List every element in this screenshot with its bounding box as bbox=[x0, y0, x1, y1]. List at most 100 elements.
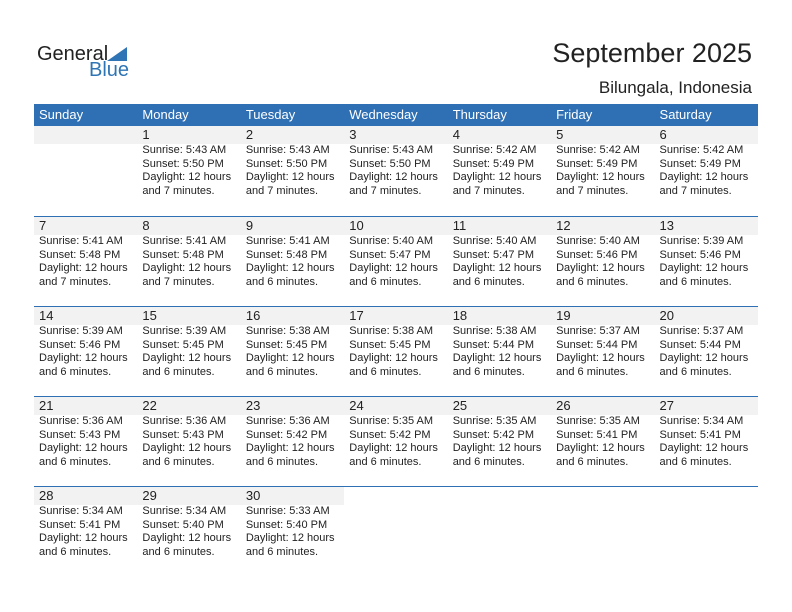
weekday-tuesday: Tuesday bbox=[245, 107, 296, 122]
daylight-text: Daylight: 12 hours bbox=[659, 442, 749, 454]
day-number: 2 bbox=[245, 127, 254, 142]
daylight-text: Daylight: 12 hours bbox=[39, 262, 128, 274]
sunset-text: Sunset: 5:49 PM bbox=[452, 157, 535, 170]
sunset-text: Sunset: 5:50 PM bbox=[245, 157, 328, 170]
sunset-text: Sunset: 5:45 PM bbox=[245, 338, 328, 351]
day-cell: 9 Sunrise: 5:41 AM Sunset: 5:48 PM Daylight… bbox=[241, 217, 344, 306]
day-cell: 5 Sunrise: 5:42 AM Sunset: 5:49 PM Daylight… bbox=[551, 126, 654, 216]
daylight-minutes-text: and 7 minutes. bbox=[556, 184, 629, 197]
day-cell: 6 Sunrise: 5:42 AM Sunset: 5:49 PM Daylight… bbox=[655, 126, 758, 216]
daylight-text: Daylight: 12 hours bbox=[142, 442, 232, 454]
daylight-minutes-text: and 6 minutes. bbox=[142, 365, 215, 378]
sunrise-text: Sunrise: 5:35 AM bbox=[556, 415, 640, 427]
sunrise-text: Sunrise: 5:36 AM bbox=[142, 415, 227, 427]
logo-blue-text: Blue bbox=[89, 59, 130, 81]
date-bar bbox=[34, 397, 758, 415]
sunset-text: Sunset: 5:47 PM bbox=[452, 248, 535, 261]
sunrise-text: Sunrise: 5:43 AM bbox=[245, 144, 330, 156]
daylight-minutes-text: and 6 minutes. bbox=[659, 275, 732, 288]
day-number: 16 bbox=[245, 308, 261, 323]
day-number: 9 bbox=[245, 218, 254, 233]
daylight-minutes-text: and 6 minutes. bbox=[659, 455, 732, 468]
sunset-text: Sunset: 5:40 PM bbox=[142, 518, 224, 531]
daylight-minutes-text: and 7 minutes. bbox=[39, 275, 112, 288]
daylight-minutes-text: and 7 minutes. bbox=[452, 184, 525, 197]
day-cell: 3 Sunrise: 5:43 AM Sunset: 5:50 PM Daylight… bbox=[344, 126, 447, 216]
day-number: 15 bbox=[142, 308, 157, 323]
daylight-text: Daylight: 12 hours bbox=[452, 442, 542, 454]
sunrise-text: Sunrise: 5:40 AM bbox=[452, 235, 537, 247]
day-number: 23 bbox=[245, 398, 261, 413]
empty-cell bbox=[34, 126, 137, 216]
day-cell: 20 Sunrise: 5:37 AM Sunset: 5:44 PM Dayligh… bbox=[655, 307, 758, 396]
week-row: 28 Sunrise: 5:34 AM Sunset: 5:41 PM Dayligh… bbox=[34, 486, 758, 576]
day-number: 10 bbox=[349, 218, 364, 233]
sunset-text: Sunset: 5:41 PM bbox=[659, 428, 741, 441]
daylight-text: Daylight: 12 hours bbox=[556, 171, 645, 183]
daylight-text: Daylight: 12 hours bbox=[659, 352, 749, 364]
daylight-minutes-text: and 6 minutes. bbox=[245, 275, 318, 288]
sunset-text: Sunset: 5:45 PM bbox=[349, 338, 431, 351]
date-bar bbox=[34, 126, 758, 144]
location: Bilungala, Indonesia bbox=[598, 78, 752, 97]
sunrise-text: Sunrise: 5:38 AM bbox=[245, 325, 330, 337]
empty-cell bbox=[448, 487, 551, 576]
daylight-text: Daylight: 12 hours bbox=[556, 442, 645, 454]
sunrise-text: Sunrise: 5:39 AM bbox=[659, 235, 744, 247]
daylight-minutes-text: and 6 minutes. bbox=[245, 545, 318, 558]
weekday-sunday: Sunday bbox=[39, 107, 84, 122]
sunset-text: Sunset: 5:49 PM bbox=[556, 157, 638, 170]
daylight-text: Daylight: 12 hours bbox=[349, 352, 438, 364]
day-number: 12 bbox=[556, 218, 571, 233]
day-number: 18 bbox=[452, 308, 468, 323]
day-number: 11 bbox=[452, 218, 467, 233]
daylight-minutes-text: and 6 minutes. bbox=[452, 455, 525, 468]
sunset-text: Sunset: 5:41 PM bbox=[39, 518, 121, 531]
day-cell: 25 Sunrise: 5:35 AM Sunset: 5:42 PM Dayligh… bbox=[448, 397, 551, 486]
day-cell: 13 Sunrise: 5:39 AM Sunset: 5:46 PM Dayligh… bbox=[655, 217, 758, 306]
day-cell: 4 Sunrise: 5:42 AM Sunset: 5:49 PM Daylight… bbox=[448, 126, 551, 216]
day-number: 6 bbox=[659, 127, 667, 142]
weekday-friday: Friday bbox=[556, 107, 593, 122]
sunrise-text: Sunrise: 5:41 AM bbox=[142, 235, 227, 247]
sunset-text: Sunset: 5:48 PM bbox=[142, 248, 224, 261]
sunrise-text: Sunrise: 5:42 AM bbox=[556, 144, 640, 156]
day-number: 27 bbox=[659, 398, 674, 413]
day-number: 1 bbox=[142, 127, 150, 142]
daylight-text: Daylight: 12 hours bbox=[39, 352, 128, 364]
day-number: 21 bbox=[39, 398, 54, 413]
sunset-text: Sunset: 5:45 PM bbox=[142, 338, 224, 351]
day-number: 3 bbox=[349, 127, 357, 142]
sunset-text: Sunset: 5:44 PM bbox=[452, 338, 535, 351]
day-cell: 11 Sunrise: 5:40 AM Sunset: 5:47 PM Dayligh… bbox=[448, 217, 551, 306]
daylight-minutes-text: and 6 minutes. bbox=[39, 455, 112, 468]
day-cell: 26 Sunrise: 5:35 AM Sunset: 5:41 PM Dayligh… bbox=[551, 397, 654, 486]
sunrise-text: Sunrise: 5:36 AM bbox=[245, 415, 330, 427]
day-cell: 12 Sunrise: 5:40 AM Sunset: 5:46 PM Dayligh… bbox=[551, 217, 654, 306]
sunrise-text: Sunrise: 5:42 AM bbox=[659, 144, 744, 156]
day-number: 26 bbox=[556, 398, 571, 413]
daylight-text: Daylight: 12 hours bbox=[142, 352, 232, 364]
sunrise-text: Sunrise: 5:43 AM bbox=[142, 144, 227, 156]
day-number: 30 bbox=[245, 488, 261, 503]
day-cell: 7 Sunrise: 5:41 AM Sunset: 5:48 PM Daylight… bbox=[34, 217, 137, 306]
sunset-text: Sunset: 5:46 PM bbox=[556, 248, 638, 261]
sunset-text: Sunset: 5:40 PM bbox=[245, 518, 328, 531]
sunrise-text: Sunrise: 5:39 AM bbox=[142, 325, 227, 337]
daylight-minutes-text: and 6 minutes. bbox=[452, 365, 525, 378]
day-cell: 17 Sunrise: 5:38 AM Sunset: 5:45 PM Dayligh… bbox=[344, 307, 447, 396]
daylight-text: Daylight: 12 hours bbox=[556, 262, 645, 274]
daylight-minutes-text: and 6 minutes. bbox=[659, 365, 732, 378]
day-number: 14 bbox=[39, 308, 54, 323]
sunrise-text: Sunrise: 5:42 AM bbox=[452, 144, 537, 156]
day-cell: 2 Sunrise: 5:43 AM Sunset: 5:50 PM Daylight… bbox=[241, 126, 344, 216]
week-row: 21 Sunrise: 5:36 AM Sunset: 5:43 PM Dayligh… bbox=[34, 396, 758, 486]
sunset-text: Sunset: 5:47 PM bbox=[349, 248, 431, 261]
day-cell: 22 Sunrise: 5:36 AM Sunset: 5:43 PM Dayligh… bbox=[137, 397, 240, 486]
sunrise-text: Sunrise: 5:37 AM bbox=[659, 325, 744, 337]
sunrise-text: Sunrise: 5:38 AM bbox=[349, 325, 434, 337]
sunset-text: Sunset: 5:48 PM bbox=[39, 248, 121, 261]
daylight-minutes-text: and 6 minutes. bbox=[142, 545, 215, 558]
date-bar bbox=[34, 487, 345, 505]
daylight-minutes-text: and 6 minutes. bbox=[349, 365, 422, 378]
